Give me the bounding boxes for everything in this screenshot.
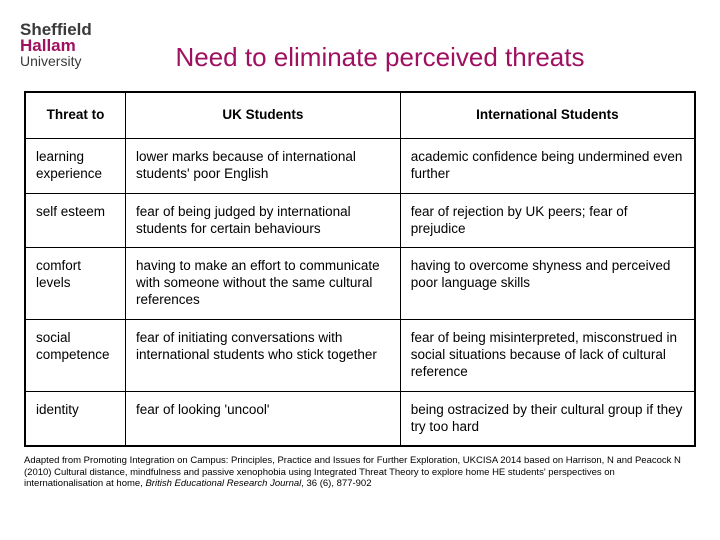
cell-threat: identity: [25, 391, 126, 446]
footnote-post: , 36 (6), 877-902: [301, 478, 371, 489]
logo-line-2: Hallam: [20, 38, 92, 54]
university-logo: Sheffield Hallam University: [20, 22, 92, 68]
table-row: comfort levels having to make an effort …: [25, 248, 695, 320]
cell-intl: academic confidence being undermined eve…: [400, 138, 695, 193]
table-row: social competence fear of initiating con…: [25, 320, 695, 392]
cell-intl: being ostracized by their cultural group…: [400, 391, 695, 446]
cell-uk: fear of being judged by international st…: [126, 193, 401, 248]
cell-uk: fear of initiating conversations with in…: [126, 320, 401, 392]
cell-threat: social competence: [25, 320, 126, 392]
logo-line-3: University: [20, 54, 92, 68]
footnote: Adapted from Promoting Integration on Ca…: [24, 455, 696, 489]
cell-intl: fear of being misinterpreted, misconstru…: [400, 320, 695, 392]
cell-threat: self esteem: [25, 193, 126, 248]
table-row: identity fear of looking 'uncool' being …: [25, 391, 695, 446]
cell-uk: lower marks because of international stu…: [126, 138, 401, 193]
cell-uk: having to make an effort to communicate …: [126, 248, 401, 320]
threats-table: Threat to UK Students International Stud…: [24, 91, 696, 447]
cell-intl: fear of rejection by UK peers; fear of p…: [400, 193, 695, 248]
header-threat-to: Threat to: [25, 92, 126, 138]
cell-uk: fear of looking 'uncool': [126, 391, 401, 446]
slide-title: Need to eliminate perceived threats: [64, 42, 696, 73]
table-header-row: Threat to UK Students International Stud…: [25, 92, 695, 138]
header-international-students: International Students: [400, 92, 695, 138]
table-row: learning experience lower marks because …: [25, 138, 695, 193]
table-row: self esteem fear of being judged by inte…: [25, 193, 695, 248]
cell-threat: comfort levels: [25, 248, 126, 320]
footnote-journal: British Educational Research Journal: [145, 478, 301, 489]
cell-threat: learning experience: [25, 138, 126, 193]
cell-intl: having to overcome shyness and perceived…: [400, 248, 695, 320]
header-uk-students: UK Students: [126, 92, 401, 138]
